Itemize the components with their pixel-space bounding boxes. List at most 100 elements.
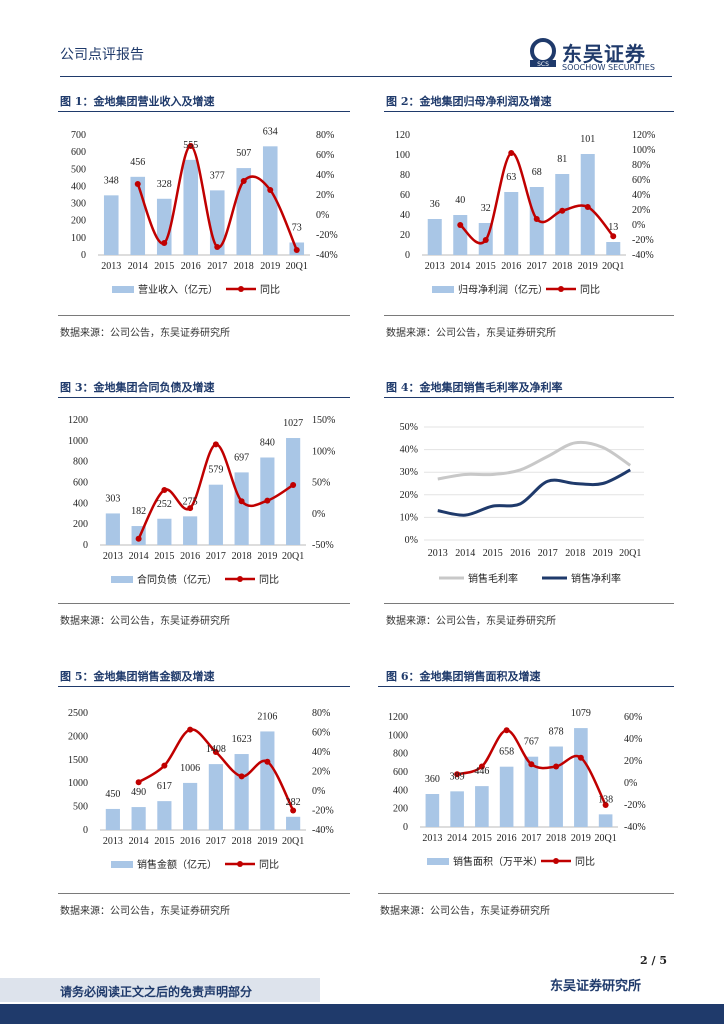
legend-line-dot bbox=[237, 576, 243, 582]
bar-value-label: 328 bbox=[157, 179, 172, 190]
yoy-point bbox=[528, 761, 535, 768]
y-tick-label: 600 bbox=[73, 478, 88, 489]
x-tick-label: 2019 bbox=[257, 836, 277, 847]
report-type: 公司点评报告 bbox=[60, 47, 144, 63]
x-tick-label: 2019 bbox=[257, 551, 277, 562]
y2-tick-label: -40% bbox=[316, 250, 338, 261]
y-tick-label: 100 bbox=[71, 233, 86, 244]
y2-tick-label: 20% bbox=[632, 205, 650, 216]
y-tick-label: 2000 bbox=[68, 731, 88, 742]
y-tick-label: 0 bbox=[83, 825, 88, 836]
bar-value-label: 446 bbox=[474, 766, 489, 777]
legend-bar-label: 合同负债（亿元） bbox=[137, 573, 217, 586]
y-tick-label: 20% bbox=[400, 490, 418, 501]
y2-tick-label: -20% bbox=[624, 800, 646, 811]
y2-tick-label: 50% bbox=[312, 478, 330, 489]
figure-1-rule bbox=[58, 111, 350, 112]
y-tick-label: 600 bbox=[71, 147, 86, 158]
bar bbox=[450, 791, 464, 827]
bar bbox=[606, 242, 621, 255]
bar-value-label: 555 bbox=[183, 140, 198, 151]
figure-6-bottom-rule bbox=[378, 893, 674, 894]
header-divider bbox=[60, 76, 672, 77]
chart-net-profit: 0 20 40 60 80 100 120 -40% -20% 0% 20% 40% 60% 80% 100… bbox=[395, 130, 655, 296]
legend-bar-swatch bbox=[111, 576, 133, 583]
bar bbox=[598, 814, 613, 827]
y-tick-label: 0 bbox=[405, 250, 410, 261]
x-tick-label: 2014 bbox=[128, 261, 148, 272]
footer-company: 东吴证券研究所 bbox=[550, 979, 642, 994]
legend-bar-label: 销售面积（万平米） bbox=[453, 855, 543, 868]
x-tick-label: 2017 bbox=[206, 551, 226, 562]
bar bbox=[103, 195, 119, 255]
legend-line-label: 同比 bbox=[259, 574, 279, 586]
bar bbox=[475, 786, 489, 827]
bar-value-label: 767 bbox=[524, 737, 539, 748]
bar bbox=[208, 764, 223, 830]
bar-value-label: 2106 bbox=[257, 711, 277, 722]
yoy-point bbox=[290, 807, 297, 814]
bar bbox=[286, 438, 301, 545]
legend-line-label: 同比 bbox=[259, 859, 279, 871]
bar-value-label: 617 bbox=[157, 781, 172, 792]
bar bbox=[286, 816, 301, 830]
y-tick-label: 400 bbox=[73, 498, 88, 509]
bar-value-label: 697 bbox=[234, 452, 249, 463]
bar-value-label: 282 bbox=[286, 797, 301, 808]
y-tick-label: 800 bbox=[393, 749, 408, 760]
bar bbox=[262, 146, 278, 255]
yoy-point bbox=[454, 771, 461, 778]
logo-mark-icon: SCS bbox=[530, 38, 556, 68]
yoy-point bbox=[135, 535, 142, 542]
legend-net-label: 销售净利率 bbox=[571, 572, 621, 585]
yoy-point bbox=[212, 441, 219, 448]
bar bbox=[425, 794, 440, 827]
y-tick-label: 1000 bbox=[68, 778, 88, 789]
yoy-point bbox=[264, 497, 271, 504]
legend-line-dot bbox=[238, 286, 244, 292]
bar bbox=[524, 756, 539, 827]
yoy-point bbox=[264, 758, 271, 765]
y-tick-label: 600 bbox=[393, 767, 408, 778]
x-tick-label: 20Q1 bbox=[595, 833, 617, 844]
legend-line-label: 同比 bbox=[580, 284, 600, 296]
bar bbox=[499, 766, 514, 827]
bar-value-label: 32 bbox=[481, 203, 491, 214]
legend-bar-label: 营业收入（亿元） bbox=[138, 283, 218, 296]
bar-value-label: 36 bbox=[430, 199, 440, 210]
bar bbox=[453, 215, 468, 255]
x-tick-label: 2018 bbox=[232, 836, 252, 847]
y-tick-label: 30% bbox=[400, 467, 418, 478]
x-tick-label: 2019 bbox=[578, 261, 598, 272]
y2-tick-label: 0% bbox=[316, 210, 329, 221]
yoy-point bbox=[187, 726, 194, 733]
x-tick-label: 2017 bbox=[527, 261, 547, 272]
yoy-point bbox=[161, 487, 168, 493]
legend-bar-swatch bbox=[112, 286, 134, 293]
figure-3-title: 图 3：金地集团合同负债及增速 bbox=[60, 381, 215, 394]
y2-tick-label: -20% bbox=[632, 235, 654, 246]
y2-tick-label: 40% bbox=[632, 190, 650, 201]
x-tick-label: 2016 bbox=[501, 261, 521, 272]
y2-tick-label: 0% bbox=[632, 220, 645, 231]
y-tick-label: 400 bbox=[71, 181, 86, 192]
bar-value-label: 81 bbox=[557, 154, 567, 165]
y-tick-label: 0 bbox=[81, 250, 86, 261]
bar-value-label: 1408 bbox=[206, 744, 226, 755]
bar bbox=[260, 731, 275, 830]
x-tick-label: 2017 bbox=[521, 833, 541, 844]
bar-value-label: 13 bbox=[608, 222, 618, 233]
y2-tick-label: 60% bbox=[316, 150, 334, 161]
yoy-point bbox=[478, 763, 485, 770]
x-tick-label: 2014 bbox=[455, 548, 475, 559]
y-tick-label: 200 bbox=[393, 804, 408, 815]
chart-contract-liabilities: 0 200 400 600 800 1000 1200 -50% 0% 50% 100% 150% 20… bbox=[68, 415, 335, 586]
net-margin-line bbox=[437, 468, 631, 517]
yoy-point bbox=[553, 763, 560, 770]
bar bbox=[208, 484, 223, 545]
figure-5-bottom-rule bbox=[58, 893, 350, 894]
logo-en: SOOCHOW SECURITIES bbox=[562, 63, 655, 72]
y2-tick-label: 120% bbox=[632, 130, 655, 141]
y2-tick-label: 0% bbox=[624, 778, 637, 789]
bar bbox=[183, 159, 199, 255]
